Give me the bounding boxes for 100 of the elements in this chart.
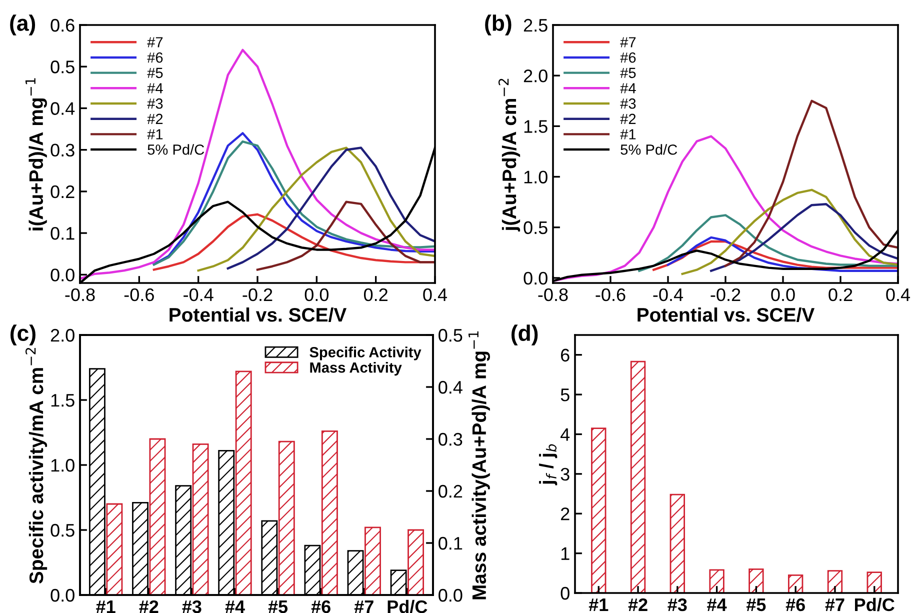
y-tick-label: 0.3	[50, 144, 74, 157]
line-series	[681, 188, 898, 276]
bar	[748, 568, 764, 593]
legend-label: #6	[620, 52, 636, 63]
x-tick-label: #3	[668, 598, 687, 612]
x-tick-label: #3	[182, 600, 202, 613]
y-axis-title: j(Au+Pd)/A cm$^{−2}$	[498, 78, 520, 232]
y-tick-label: 6	[561, 348, 570, 362]
y2-tick-label: 0.0	[438, 588, 462, 602]
y-axis-title: Specific activity/mA cm$^{−2}$	[25, 348, 48, 584]
bar	[788, 574, 804, 593]
y-tick-label: 0.5	[50, 524, 74, 537]
y-tick-label: 1	[561, 547, 570, 560]
bar	[709, 569, 724, 593]
y-tick-label: 2	[561, 508, 570, 520]
x-tick-label: #4	[225, 600, 245, 613]
x-tick-label: #1	[588, 598, 608, 611]
bar	[408, 529, 424, 595]
bar	[591, 428, 606, 593]
x-tick-label: -0.8	[538, 288, 568, 302]
x-tick-label: -0.4	[653, 288, 684, 302]
y-axis-title: j$_{f}$ / j$_{b}$	[539, 444, 558, 486]
legend-label: #2	[620, 114, 636, 124]
legend-label: Mass Activity	[310, 362, 402, 376]
text: (a)	[10, 14, 36, 36]
x-tick-label: Pd/C	[388, 600, 428, 613]
y-tick-label: 0.6	[50, 18, 74, 32]
x-tick-label: -0.2	[710, 288, 740, 302]
y-tick-label: 0.0	[50, 588, 74, 602]
y-tick-label: 0.0	[50, 268, 74, 282]
x-tick-label: #7	[825, 598, 844, 611]
bar	[630, 360, 646, 593]
bar	[321, 430, 338, 595]
legend-label: 5% Pd/C	[620, 144, 678, 155]
line-series	[724, 100, 898, 267]
y-tick-label: 0.0	[524, 272, 548, 285]
legend-label: #5	[620, 68, 636, 78]
x-tick-label: #1	[96, 600, 116, 613]
x-tick-label: 0.4	[423, 288, 448, 302]
x-tick-label: #2	[139, 600, 158, 613]
x-tick-label: -0.8	[65, 288, 95, 302]
y-tick-label: 2.0	[524, 70, 548, 82]
y-tick-label: 0.4	[50, 102, 75, 115]
line-series	[710, 202, 898, 272]
text: (d)	[512, 324, 538, 346]
x-tick-label: 0.4	[886, 288, 910, 302]
legend-label: #2	[147, 114, 163, 124]
y2-tick-label: 0.5	[438, 328, 462, 342]
legend-label: #4	[620, 83, 636, 94]
bar	[670, 494, 686, 593]
x-tick-label: -0.6	[596, 288, 626, 302]
line-series	[666, 236, 898, 272]
text: (b)	[485, 14, 512, 36]
legend-label: #3	[147, 98, 163, 109]
text: (c)	[10, 324, 36, 346]
x-tick-label: #5	[746, 598, 766, 612]
bar	[866, 572, 882, 593]
y2-tick-label: 0.2	[438, 484, 462, 498]
x-tick-label: #4	[707, 598, 727, 611]
legend-label: 5% Pd/C	[148, 144, 204, 155]
legend-label: #1	[620, 129, 636, 140]
legend-label: #6	[147, 52, 163, 63]
x-tick-label: 0.0	[771, 288, 795, 302]
y-tick-label: 2.5	[524, 18, 548, 32]
line-series	[256, 200, 435, 271]
legend-label: #1	[147, 129, 163, 140]
y-tick-label: 3	[560, 468, 570, 481]
x-tick-label: -0.2	[242, 288, 272, 302]
y-tick-label: 1.5	[524, 120, 548, 133]
y-tick-label: 5	[560, 388, 570, 402]
legend-label: #7	[147, 37, 163, 48]
x-tick-label: #6	[311, 600, 330, 613]
y-tick-label: 0	[560, 586, 570, 600]
y-tick-label: 1.0	[524, 170, 548, 184]
y2-tick-label: 0.4	[438, 380, 462, 394]
bar	[827, 570, 843, 593]
x-tick-label: #5	[268, 600, 288, 613]
y-tick-label: 1.0	[51, 458, 74, 472]
line-series	[638, 214, 898, 272]
legend-label: #4	[147, 83, 163, 94]
y-tick-label: 0.5	[50, 60, 74, 74]
x-tick-label: 0.0	[304, 288, 329, 302]
y2-axis-title: Mass activity(Au+Pd)/A mg$^{−1}$	[468, 331, 490, 600]
x-tick-label: Pd/C	[855, 598, 894, 612]
y2-tick-label: 0.1	[438, 536, 462, 550]
y-tick-label: 1.5	[51, 394, 74, 407]
bar	[278, 440, 295, 595]
legend-label: #3	[620, 98, 636, 109]
y-tick-label: 2.0	[50, 328, 74, 342]
legend-label: #7	[620, 37, 636, 48]
line-series	[652, 240, 898, 271]
x-tick-label: 0.2	[364, 288, 388, 302]
x-tick-label: -0.6	[124, 288, 154, 302]
legend-label: #5	[147, 68, 163, 78]
x-tick-label: -0.4	[184, 288, 214, 302]
x-tick-label: #7	[354, 600, 374, 613]
x-tick-label: #2	[628, 598, 648, 611]
legend-label: Specific Activity	[310, 346, 422, 360]
y-tick-label: 0.2	[50, 185, 74, 198]
y2-tick-label: 0.3	[438, 432, 462, 446]
